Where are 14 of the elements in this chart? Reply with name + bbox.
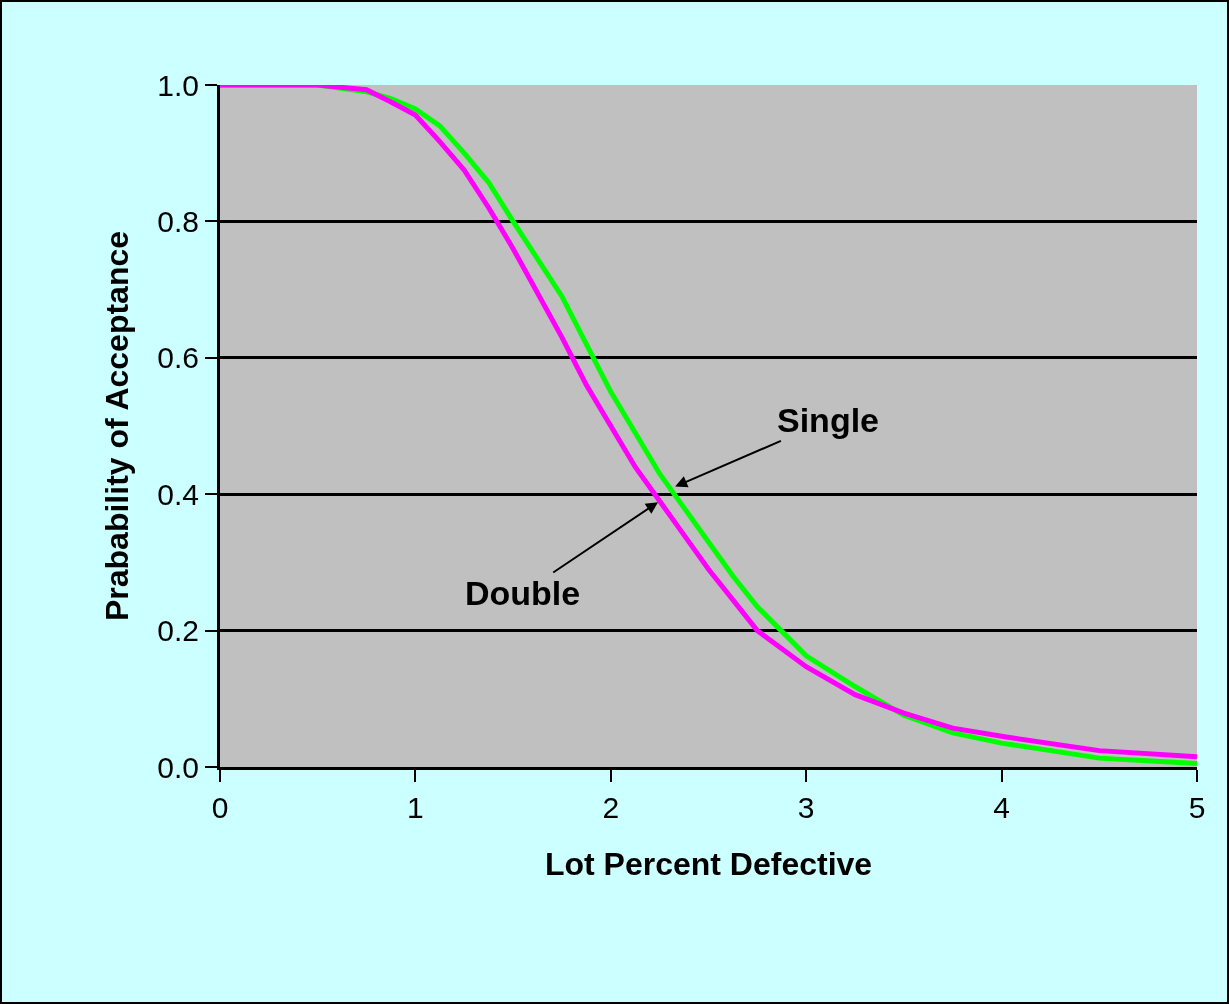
y-tick-label: 0.8 [157, 204, 199, 238]
y-tick-label: 1.0 [157, 68, 199, 102]
x-tick-label: 4 [993, 791, 1010, 824]
y-tick-label: 0.4 [157, 477, 199, 511]
x-tick-label: 2 [602, 791, 620, 824]
x-tick-label: 0 [211, 791, 229, 824]
y-tick-label: 0.6 [157, 341, 199, 375]
y-axis-title: Prabability of Acceptance [98, 230, 135, 622]
x-tick-label: 3 [797, 791, 815, 824]
x-tick-label: 5 [1188, 791, 1206, 824]
x-tick-label: 1 [407, 791, 424, 824]
x-axis-title: Lot Percent Defective [544, 845, 873, 882]
y-tick-label: 0.2 [157, 614, 199, 648]
y-tick-label: 0.0 [157, 750, 199, 784]
